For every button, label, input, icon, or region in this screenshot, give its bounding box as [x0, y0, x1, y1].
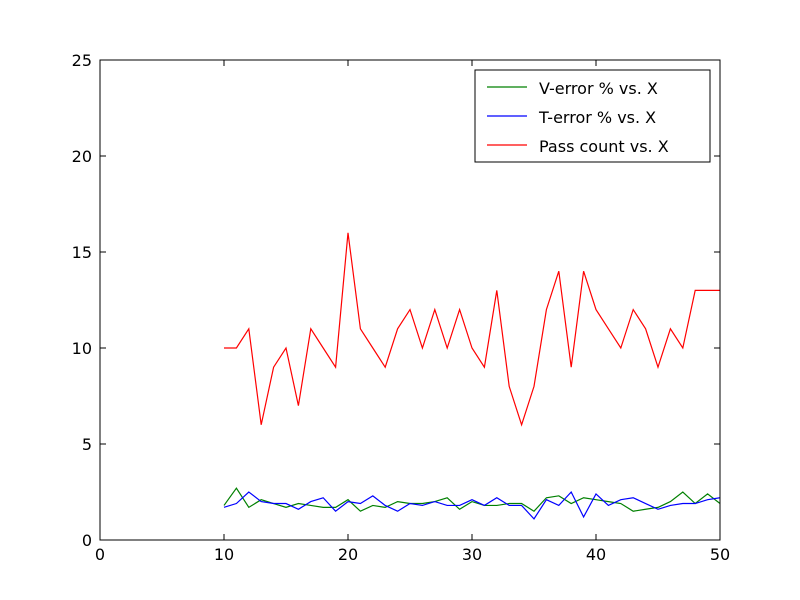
y-tick-label: 25 — [72, 51, 92, 70]
y-tick-label: 20 — [72, 147, 92, 166]
legend-label: Pass count vs. X — [539, 137, 669, 156]
series-layer — [223, 232, 720, 520]
ticks-layer: 0 10 20 30 40 50 0 5 10 15 20 25 — [72, 51, 731, 564]
x-tick-label: 30 — [462, 545, 482, 564]
y-tick-label: 10 — [72, 339, 92, 358]
x-tick-label: 0 — [95, 545, 105, 564]
y-tick-label: 15 — [72, 243, 92, 262]
series-line-3 — [224, 232, 720, 427]
x-tick-label: 50 — [710, 545, 730, 564]
legend-label: V-error % vs. X — [539, 79, 658, 98]
x-tick-label: 40 — [586, 545, 606, 564]
series-line-2 — [223, 490, 720, 520]
x-tick-label: 10 — [214, 545, 234, 564]
plot-frame — [99, 59, 721, 541]
legend: V-error % vs. X T-error % vs. X Pass count… — [474, 69, 711, 163]
legend-label: T-error % vs. X — [538, 108, 656, 127]
y-tick-label: 5 — [82, 435, 92, 454]
y-tick-label: 0 — [82, 531, 92, 550]
x-tick-label: 20 — [338, 545, 358, 564]
